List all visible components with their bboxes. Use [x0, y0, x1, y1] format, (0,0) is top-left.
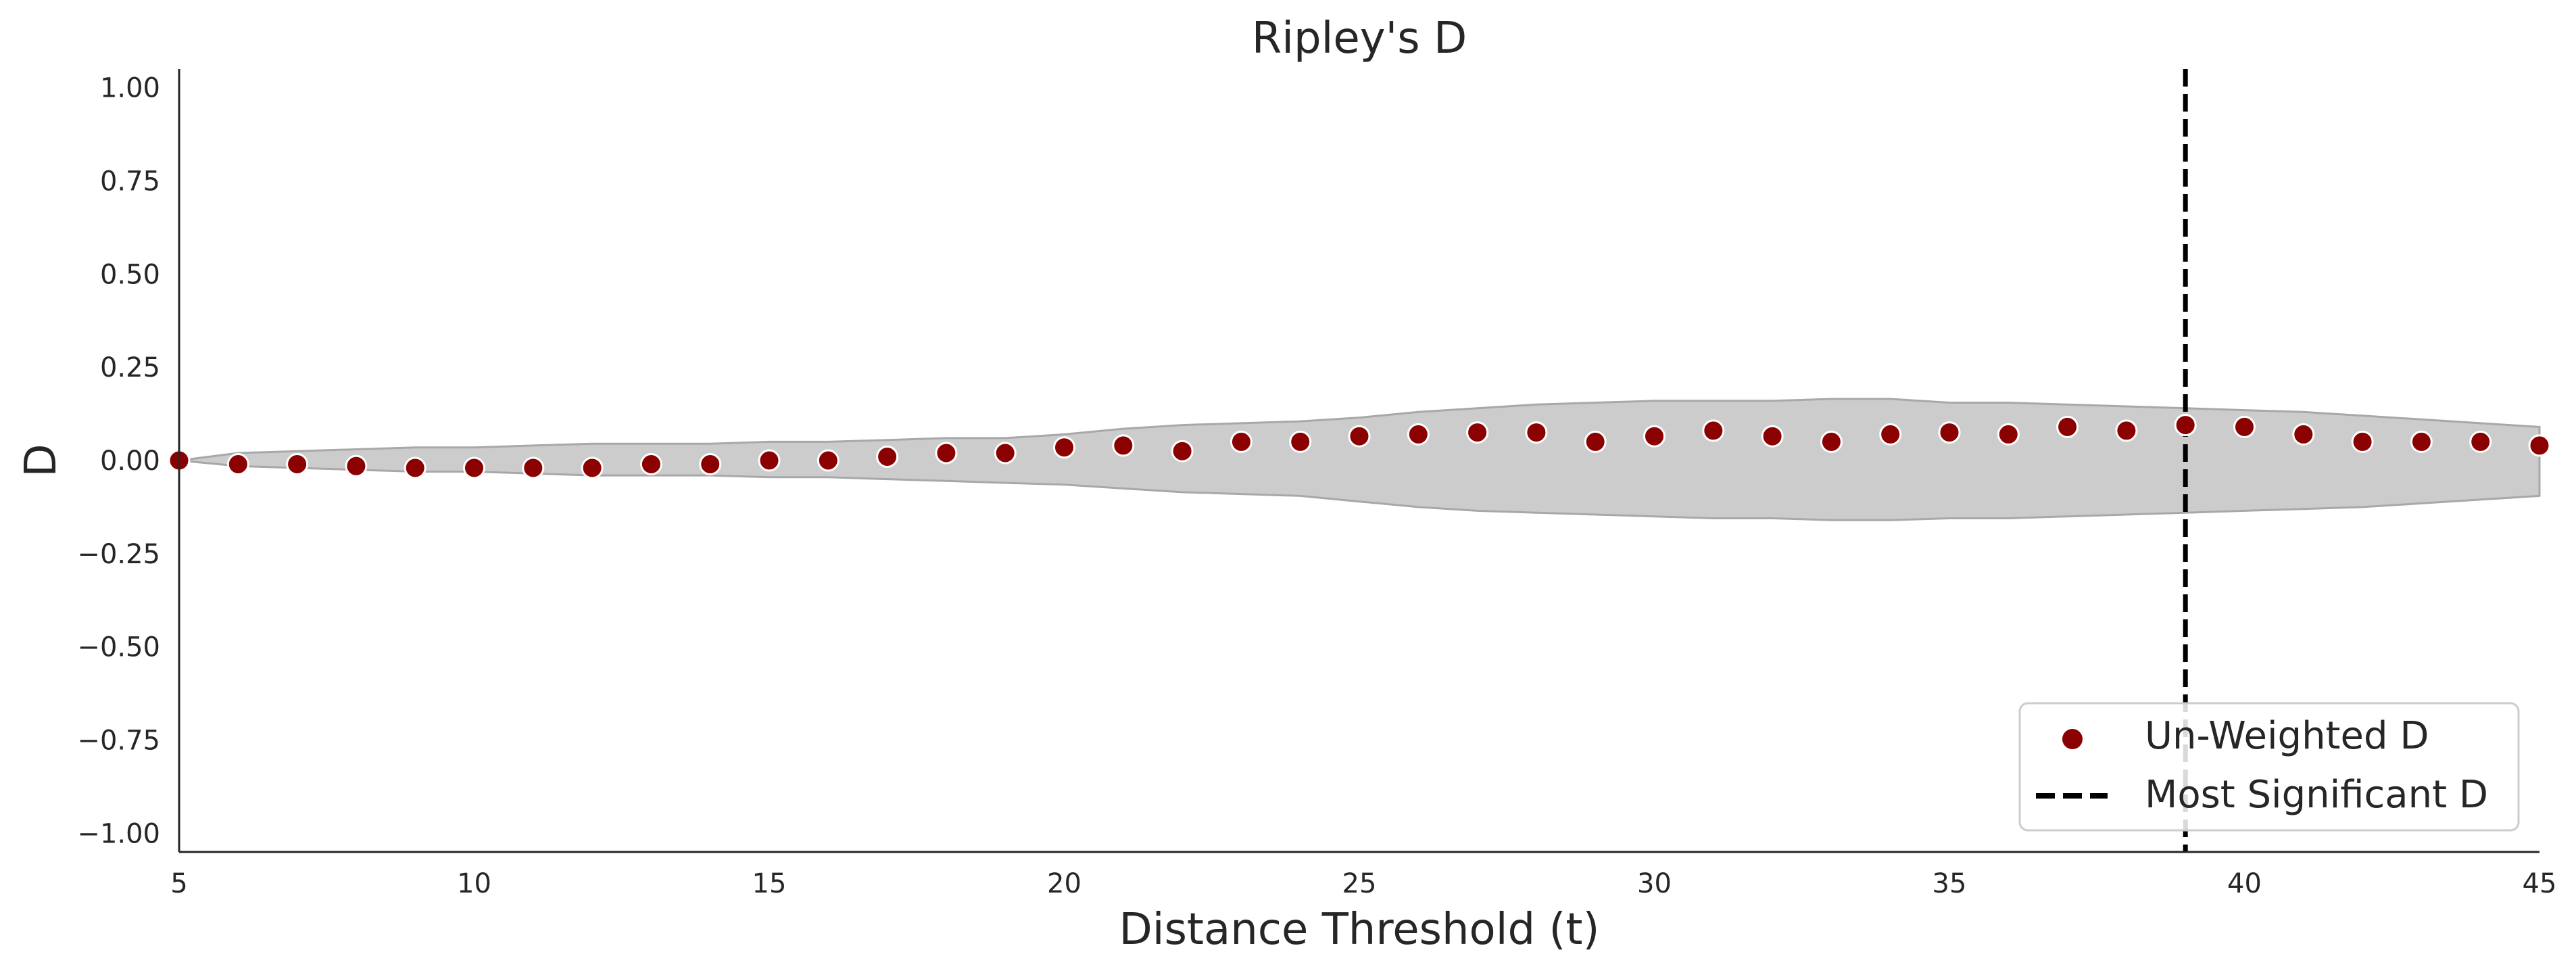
y-tick-label: 0.75	[100, 166, 160, 197]
data-point	[935, 442, 958, 465]
x-tick-label: 10	[457, 868, 491, 899]
y-tick-label: −0.50	[77, 632, 160, 663]
y-tick-label: −0.75	[77, 726, 160, 757]
data-point	[1230, 430, 1253, 453]
data-point	[1584, 430, 1607, 453]
x-tick-label: 15	[752, 868, 787, 899]
data-point	[2233, 415, 2256, 438]
x-tick-label: 35	[1933, 868, 1967, 899]
data-point	[1820, 430, 1843, 453]
x-tick-label: 25	[1342, 868, 1377, 899]
y-ticks: −1.00 −0.75 −0.50 −0.25 0.00 0.25 0.50 0.75 1.00	[77, 73, 160, 850]
data-point	[2528, 434, 2551, 457]
data-point	[2351, 430, 2374, 453]
data-point	[2469, 430, 2492, 453]
y-tick-label: 0.25	[100, 352, 160, 383]
x-tick-label: 20	[1047, 868, 1082, 899]
data-point	[2056, 415, 2079, 438]
x-tick-label: 5	[170, 868, 187, 899]
chart-title: Ripley's D	[1252, 14, 1467, 64]
data-point	[2115, 419, 2138, 442]
data-point	[463, 456, 485, 479]
legend: Un-Weighted D Most Significant D	[2018, 702, 2520, 832]
data-point	[404, 456, 427, 479]
data-point	[1466, 421, 1489, 444]
x-ticks: 5 10 15 20 25 30 35 40 45	[170, 868, 2556, 899]
x-tick-label: 30	[1637, 868, 1672, 899]
data-point	[1289, 430, 1312, 453]
data-point	[758, 449, 781, 472]
data-point	[1112, 434, 1135, 457]
data-point	[581, 456, 604, 479]
data-point	[286, 453, 309, 475]
points-layer	[168, 414, 2551, 479]
x-tick-label: 40	[2227, 868, 2262, 899]
y-axis-label: D	[16, 444, 66, 477]
data-point	[994, 442, 1017, 465]
data-point	[1348, 425, 1371, 448]
data-point	[522, 456, 545, 479]
data-point	[226, 453, 249, 475]
data-point	[2174, 414, 2197, 437]
data-point	[1879, 423, 1902, 446]
data-point	[1053, 436, 1075, 459]
data-point	[1525, 421, 1548, 444]
legend-marker-unweighted-d	[2062, 729, 2083, 749]
data-point	[1643, 425, 1666, 448]
data-point	[699, 453, 722, 475]
data-point	[1761, 425, 1784, 448]
y-tick-label: 0.50	[100, 259, 160, 290]
data-point	[817, 449, 840, 472]
legend-box	[2018, 702, 2520, 832]
data-point	[2410, 430, 2433, 453]
data-point	[1171, 440, 1194, 462]
legend-label-most-significant-d: Most Significant D	[2145, 773, 2488, 817]
data-point	[1702, 419, 1725, 442]
y-tick-label: 1.00	[100, 73, 160, 104]
data-point	[345, 454, 368, 477]
y-tick-label: 0.00	[100, 446, 160, 477]
data-point	[639, 453, 662, 475]
data-point	[2292, 423, 2315, 446]
legend-label-unweighted-d: Un-Weighted D	[2145, 714, 2429, 758]
y-tick-label: −0.25	[77, 539, 160, 570]
data-point	[1997, 423, 2020, 446]
data-point	[1938, 421, 1961, 444]
y-tick-label: −1.00	[77, 818, 160, 849]
data-point	[876, 446, 899, 468]
data-point	[1407, 423, 1430, 446]
x-axis-label: Distance Threshold (t)	[1119, 905, 1600, 955]
x-tick-label: 45	[2523, 868, 2557, 899]
